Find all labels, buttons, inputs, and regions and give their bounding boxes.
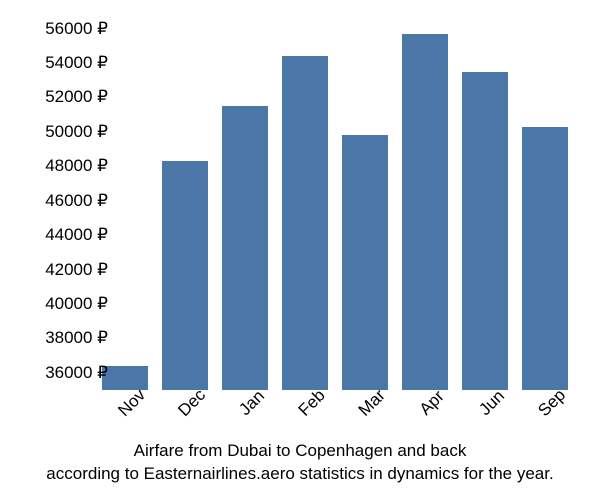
y-tick-label: 46000 ₽ — [45, 191, 108, 211]
y-tick-label: 44000 ₽ — [45, 225, 108, 245]
x-tick-label: Apr — [416, 387, 449, 420]
bar — [282, 56, 329, 390]
x-tick-label: Sep — [534, 385, 570, 421]
bar-slot: Apr — [395, 20, 455, 390]
bar — [342, 135, 389, 390]
bar — [402, 34, 449, 390]
bar — [162, 161, 209, 390]
y-tick-label: 40000 ₽ — [45, 294, 108, 314]
y-tick-label: 56000 ₽ — [45, 19, 108, 39]
bar — [522, 127, 569, 390]
airfare-bar-chart: NovDecJanFebMarAprJunSep 36000 ₽38000 ₽4… — [0, 0, 600, 500]
caption-line-2: according to Easternairlines.aero statis… — [46, 464, 553, 483]
bar-slot: Dec — [155, 20, 215, 390]
y-tick-label: 54000 ₽ — [45, 53, 108, 73]
y-tick-label: 42000 ₽ — [45, 260, 108, 280]
plot-area: NovDecJanFebMarAprJunSep — [95, 20, 575, 390]
bar-slot: Feb — [275, 20, 335, 390]
x-tick-label: Jun — [475, 386, 509, 420]
y-tick-label: 52000 ₽ — [45, 87, 108, 107]
bar — [462, 72, 509, 390]
y-tick-label: 50000 ₽ — [45, 122, 108, 142]
y-tick-label: 38000 ₽ — [45, 328, 108, 348]
chart-caption: Airfare from Dubai to Copenhagen and bac… — [0, 440, 600, 486]
bar — [222, 106, 269, 390]
bars-container: NovDecJanFebMarAprJunSep — [95, 20, 575, 390]
x-tick-label: Dec — [174, 385, 210, 421]
caption-line-1: Airfare from Dubai to Copenhagen and bac… — [134, 441, 467, 460]
x-tick-label: Mar — [355, 386, 390, 421]
bar-slot: Jan — [215, 20, 275, 390]
bar — [102, 366, 149, 390]
y-tick-label: 48000 ₽ — [45, 156, 108, 176]
bar-slot: Jun — [455, 20, 515, 390]
x-tick-label: Jan — [235, 386, 269, 420]
bar-slot: Sep — [515, 20, 575, 390]
bar-slot: Mar — [335, 20, 395, 390]
x-tick-label: Feb — [295, 386, 330, 421]
y-tick-label: 36000 ₽ — [45, 363, 108, 383]
x-tick-label: Nov — [114, 385, 150, 421]
